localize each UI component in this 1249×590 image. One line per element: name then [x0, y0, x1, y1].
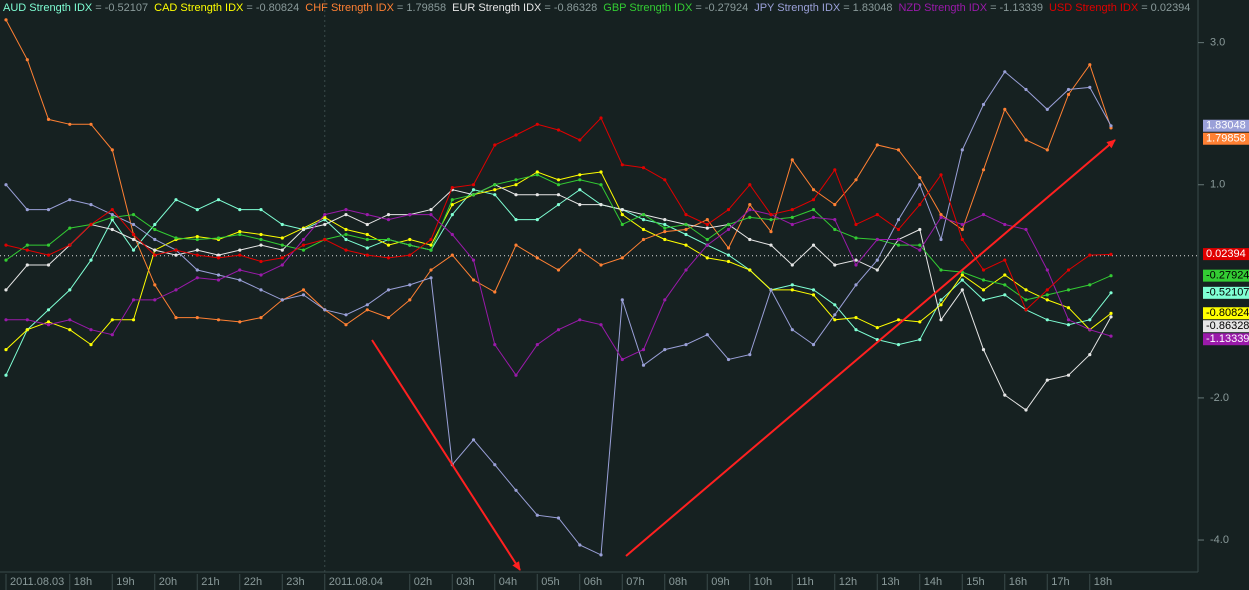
legend-value: 1.79858 — [406, 2, 446, 14]
value-box-label: -0.80824 — [1206, 307, 1249, 319]
annotation-arrow — [371, 339, 521, 571]
x-tick-label: 2011.08.04 — [329, 576, 383, 588]
legend-separator: = — [95, 2, 101, 14]
legend-separator: = — [695, 2, 701, 14]
legend-value: -0.80824 — [256, 2, 299, 14]
x-tick-label: 2011.08.03 — [10, 576, 64, 588]
x-tick-label: 14h — [924, 576, 942, 588]
x-tick-label: 18h — [74, 576, 92, 588]
value-box-label: 0.02394 — [1206, 248, 1246, 260]
legend-name: CAD Strength IDX — [154, 2, 244, 14]
y-tick-label: 3.0 — [1210, 37, 1225, 49]
value-box — [1203, 132, 1249, 145]
legend-name: USD Strength IDX — [1049, 2, 1139, 14]
legend-name: NZD Strength IDX — [898, 2, 987, 14]
value-box — [1203, 333, 1249, 346]
y-tick-label: -4.0 — [1210, 534, 1229, 546]
value-box-label: 1.79858 — [1206, 133, 1246, 145]
series-line — [4, 116, 1113, 312]
x-tick-label: 21h — [201, 576, 219, 588]
x-tick-label: 03h — [456, 576, 474, 588]
legend-name: JPY Strength IDX — [754, 2, 841, 14]
legend: AUD Strength IDX = -0.52107 CAD Strength ID… — [3, 2, 1190, 14]
x-tick-label: 22h — [244, 576, 262, 588]
legend-separator: = — [1141, 2, 1147, 14]
legend-name: EUR Strength IDX — [452, 2, 542, 14]
legend-name: CHF Strength IDX — [305, 2, 394, 14]
legend-value: -0.52107 — [105, 2, 148, 14]
x-tick-label: 10h — [754, 576, 772, 588]
legend-value: 0.02394 — [1151, 2, 1191, 14]
x-tick-label: 19h — [116, 576, 134, 588]
x-tick-label: 13h — [881, 576, 899, 588]
x-tick-label: 23h — [286, 576, 304, 588]
legend-value: 1.83048 — [853, 2, 893, 14]
x-tick-label: 11h — [796, 576, 814, 588]
value-box-label: -0.52107 — [1206, 287, 1249, 299]
legend-name: AUD Strength IDX — [3, 2, 93, 14]
x-tick-label: 20h — [159, 576, 177, 588]
annotation-arrow — [625, 139, 1116, 557]
value-box-label: 1.83048 — [1206, 120, 1246, 132]
plot-area — [0, 0, 1198, 572]
legend-separator: = — [397, 2, 403, 14]
value-box-label: -0.86328 — [1206, 320, 1249, 332]
value-box — [1203, 286, 1249, 299]
x-tick-label: 02h — [414, 576, 432, 588]
value-box-label: -0.27924 — [1206, 270, 1249, 282]
value-box-label: -1.13339 — [1206, 333, 1249, 345]
x-tick-label: 12h — [839, 576, 857, 588]
value-box — [1203, 248, 1249, 261]
value-box — [1203, 307, 1249, 320]
value-box — [1203, 119, 1249, 132]
x-tick-label: 17h — [1051, 576, 1069, 588]
x-tick-label: 05h — [541, 576, 559, 588]
y-tick-label: -2.0 — [1210, 392, 1229, 404]
y-tick-label: 1.0 — [1210, 179, 1225, 191]
legend-value: -0.86328 — [554, 2, 597, 14]
x-tick-label: 06h — [584, 576, 602, 588]
legend-value: -0.27924 — [705, 2, 748, 14]
value-box — [1203, 269, 1249, 282]
legend-separator: = — [544, 2, 550, 14]
legend-separator: = — [246, 2, 252, 14]
x-tick-label: 08h — [669, 576, 687, 588]
legend-name: GBP Strength IDX — [603, 2, 693, 14]
legend-separator: = — [843, 2, 849, 14]
x-tick-label: 18h — [1094, 576, 1112, 588]
value-box — [1203, 320, 1249, 333]
legend-value: -1.13339 — [1000, 2, 1043, 14]
x-tick-label: 15h — [966, 576, 984, 588]
legend-separator: = — [990, 2, 996, 14]
x-tick-label: 07h — [626, 576, 644, 588]
x-tick-label: 04h — [499, 576, 517, 588]
x-tick-label: 16h — [1009, 576, 1027, 588]
x-tick-label: 09h — [711, 576, 729, 588]
